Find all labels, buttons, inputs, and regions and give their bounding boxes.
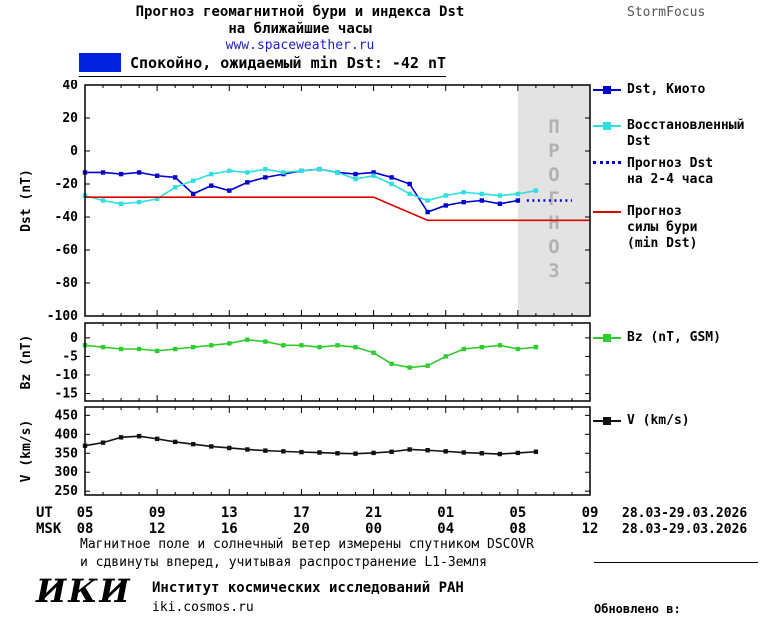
svg-text:12: 12 bbox=[149, 521, 166, 537]
svg-text:40: 40 bbox=[62, 80, 78, 93]
svg-text:00: 00 bbox=[365, 521, 382, 537]
spaceweather-link[interactable]: www.spaceweather.ru bbox=[225, 38, 375, 53]
brand-label: StormFocus bbox=[627, 5, 706, 20]
svg-text:-40: -40 bbox=[55, 210, 79, 225]
svg-text:28.03-29.03.2026: 28.03-29.03.2026 bbox=[622, 522, 747, 537]
storm-status-text: Спокойно, ожидаемый min Dst: -42 nT bbox=[130, 53, 447, 72]
svg-text:01: 01 bbox=[437, 505, 454, 521]
legend-dst-restored: Восстановленный Dst bbox=[593, 118, 744, 150]
storm-level-swatch bbox=[79, 53, 121, 72]
legend-dst-forecast: Прогноз Dst на 2-4 часа bbox=[593, 156, 713, 188]
dst-kyoto-marker-icon bbox=[593, 82, 621, 98]
svg-text:08: 08 bbox=[509, 521, 526, 537]
forecast-region bbox=[517, 85, 590, 316]
x-axis-labels: 05080912131617202100010405080912UTMSK28.… bbox=[36, 505, 747, 537]
svg-text:16: 16 bbox=[221, 521, 238, 537]
storm-forecast-marker-icon bbox=[593, 204, 621, 220]
svg-text:08: 08 bbox=[77, 521, 94, 537]
note-line-2: и сдвинуты вперед, учитывая распростране… bbox=[80, 555, 487, 570]
dst-restored-marker-icon bbox=[593, 118, 621, 134]
legend-v: V (km/s) bbox=[593, 413, 690, 429]
legend-dst-restored-label: Восстановленный Dst bbox=[627, 118, 745, 149]
svg-text:-5: -5 bbox=[62, 349, 78, 364]
svg-text:250: 250 bbox=[55, 484, 79, 499]
svg-text:Dst (nT): Dst (nT) bbox=[19, 169, 34, 232]
svg-text:-10: -10 bbox=[55, 368, 79, 383]
svg-text:-100: -100 bbox=[47, 309, 78, 324]
svg-text:21: 21 bbox=[365, 505, 382, 521]
svg-text:О: О bbox=[548, 236, 559, 258]
dst-forecast-marker-icon bbox=[593, 156, 621, 172]
svg-text:17: 17 bbox=[293, 505, 310, 521]
svg-text:350: 350 bbox=[55, 446, 79, 461]
svg-text:300: 300 bbox=[55, 465, 79, 480]
legend-v-label: V (km/s) bbox=[627, 413, 690, 428]
bz-panel: 0 -5 -10 -15 Bz (nT) bbox=[19, 322, 591, 402]
svg-text:-20: -20 bbox=[55, 177, 79, 192]
svg-text:-15: -15 bbox=[55, 387, 78, 402]
institute-name: Институт космических исследований РАН bbox=[152, 580, 464, 596]
svg-text:0: 0 bbox=[70, 331, 78, 346]
svg-text:Н: Н bbox=[548, 212, 559, 234]
page-title: Прогноз геомагнитной бури и индекса Dst bbox=[135, 4, 465, 20]
svg-text:05: 05 bbox=[77, 505, 94, 521]
legend-storm-forecast-label: Прогноз силы бури (min Dst) bbox=[627, 204, 698, 251]
v-panel: 450 400 350 300 250 V (km/s) bbox=[19, 406, 591, 499]
svg-text:-80: -80 bbox=[55, 276, 79, 291]
svg-text:400: 400 bbox=[55, 427, 79, 442]
svg-text:20: 20 bbox=[62, 111, 78, 126]
svg-text:450: 450 bbox=[55, 408, 79, 423]
svg-text:20: 20 bbox=[293, 521, 310, 537]
svg-text:Р: Р bbox=[548, 140, 559, 162]
svg-text:MSK: MSK bbox=[36, 521, 62, 537]
v-marker-icon bbox=[593, 413, 621, 429]
iki-logo: ИКИ bbox=[36, 572, 132, 610]
updated-label: Обновлено в: bbox=[594, 602, 681, 616]
svg-text:05: 05 bbox=[509, 505, 526, 521]
updated-block: Обновлено в: UT 05:05, 29.03.2026 MSK 08… bbox=[594, 562, 758, 620]
svg-text:Bz (nT): Bz (nT) bbox=[19, 335, 34, 390]
storm-status-banner: Спокойно, ожидаемый min Dst: -42 nT bbox=[79, 53, 447, 77]
svg-text:09: 09 bbox=[149, 505, 166, 521]
svg-text:-60: -60 bbox=[55, 243, 79, 258]
svg-text:З: З bbox=[548, 260, 559, 282]
legend-dst-kyoto: Dst, Киото bbox=[593, 82, 705, 98]
page-title-line2: на ближайшие часы bbox=[228, 21, 372, 37]
svg-text:О: О bbox=[548, 164, 559, 186]
svg-text:09: 09 bbox=[582, 505, 599, 521]
svg-text:UT: UT bbox=[36, 505, 53, 521]
legend-bz: Bz (nT, GSM) bbox=[593, 330, 721, 346]
legend-bz-label: Bz (nT, GSM) bbox=[627, 330, 721, 345]
svg-text:13: 13 bbox=[221, 505, 238, 521]
svg-text:04: 04 bbox=[437, 521, 454, 537]
legend-dst-forecast-label: Прогноз Dst на 2-4 часа bbox=[627, 156, 714, 187]
svg-text:V (km/s): V (km/s) bbox=[19, 420, 34, 483]
bz-marker-icon bbox=[593, 330, 621, 346]
svg-text:28.03-29.03.2026: 28.03-29.03.2026 bbox=[622, 506, 747, 521]
institute-url[interactable]: iki.cosmos.ru bbox=[152, 600, 254, 615]
legend-dst-kyoto-label: Dst, Киото bbox=[627, 82, 706, 97]
legend-storm-forecast: Прогноз силы бури (min Dst) bbox=[593, 204, 697, 252]
svg-text:0: 0 bbox=[70, 144, 78, 159]
data-source-note: Магнитное поле и солнечный ветер измерен… bbox=[80, 536, 534, 572]
svg-text:П: П bbox=[548, 116, 559, 138]
svg-text:Г: Г bbox=[548, 188, 559, 210]
note-line-1: Магнитное поле и солнечный ветер измерен… bbox=[80, 537, 534, 552]
svg-text:12: 12 bbox=[582, 521, 599, 537]
